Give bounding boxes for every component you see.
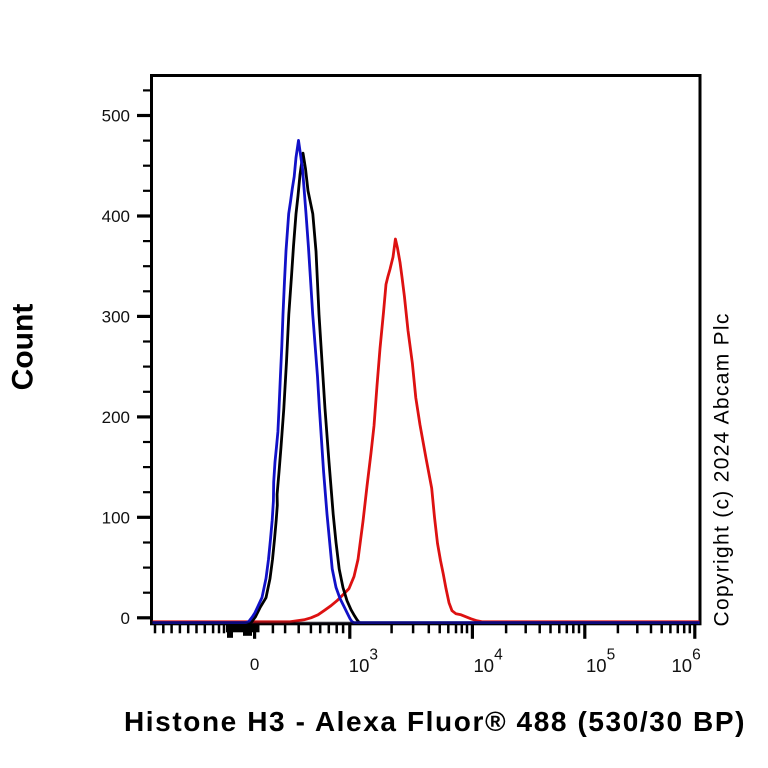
svg-text:200: 200 xyxy=(102,408,130,427)
svg-text:500: 500 xyxy=(102,107,130,126)
svg-text:0: 0 xyxy=(250,655,259,674)
svg-text:0: 0 xyxy=(121,609,130,628)
svg-text:Count: Count xyxy=(7,304,40,391)
svg-text:100: 100 xyxy=(102,508,130,527)
svg-text:Histone H3 - Alexa Fluor® 488: Histone H3 - Alexa Fluor® 488 (530/30 BP… xyxy=(124,706,746,737)
svg-text:Copyright (c) 2024 Abcam Plc: Copyright (c) 2024 Abcam Plc xyxy=(711,312,734,626)
svg-text:300: 300 xyxy=(102,307,130,326)
svg-text:400: 400 xyxy=(102,207,130,226)
